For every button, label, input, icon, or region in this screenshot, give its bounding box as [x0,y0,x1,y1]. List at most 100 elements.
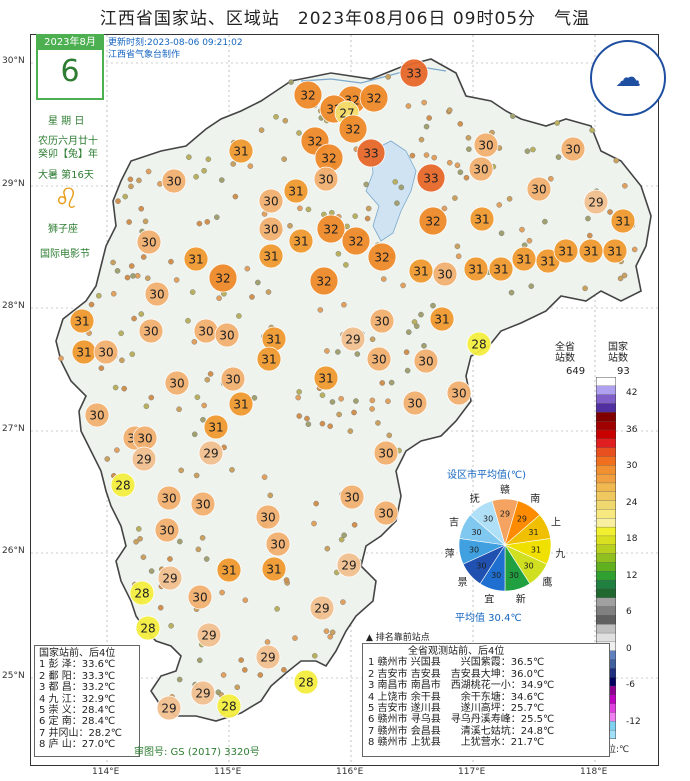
station-dot [281,156,287,162]
station-marker[interactable]: 31 [183,246,209,272]
station-marker[interactable]: 30 [339,484,365,510]
station-marker[interactable]: 33 [416,163,446,193]
station-marker[interactable]: 31 [463,256,489,282]
station-marker[interactable]: 30 [164,370,190,396]
station-marker[interactable]: 31 [408,258,434,284]
station-marker[interactable]: 29 [198,440,224,466]
station-dot [191,431,198,438]
station-dot [621,272,628,279]
station-marker[interactable]: 29 [196,622,222,648]
station-marker[interactable]: 31 [228,138,254,164]
station-marker[interactable]: 30 [138,318,164,344]
station-marker[interactable]: 32 [341,226,371,256]
station-dot [127,176,134,183]
station-marker[interactable]: 29 [309,595,335,621]
station-marker[interactable]: 30 [193,318,219,344]
station-marker[interactable]: 29 [190,680,216,706]
station-marker[interactable]: 30 [255,504,281,530]
station-marker[interactable]: 32 [309,266,339,296]
station-marker[interactable]: 30 [187,584,213,610]
station-marker[interactable]: 29 [583,189,609,215]
station-marker[interactable]: 32 [338,114,368,144]
station-marker[interactable]: 30 [161,168,187,194]
station-marker[interactable]: 31 [553,238,579,264]
station-marker[interactable]: 31 [258,243,284,269]
station-marker[interactable]: 31 [69,308,95,334]
station-marker[interactable]: 30 [93,339,119,365]
station-marker[interactable]: 30 [84,402,110,428]
station-marker[interactable]: 28 [110,472,136,498]
station-marker[interactable]: 29 [156,695,182,721]
station-marker[interactable]: 31 [228,391,254,417]
station-marker[interactable]: 31 [71,339,97,365]
station-marker[interactable]: 31 [535,248,561,274]
station-dot [193,472,200,479]
station-marker[interactable]: 31 [203,414,229,440]
station-marker[interactable]: 32 [359,83,389,113]
station-marker[interactable]: 31 [602,238,628,264]
station-marker[interactable]: 29 [157,565,183,591]
station-marker[interactable]: 30 [144,281,170,307]
station-marker[interactable]: 30 [432,261,458,287]
station-marker[interactable]: 31 [578,238,604,264]
station-marker[interactable]: 30 [526,176,552,202]
station-marker[interactable]: 33 [399,58,429,88]
station-marker[interactable]: 30 [258,216,284,242]
station-dot [398,184,405,191]
station-marker[interactable]: 31 [313,365,339,391]
station-marker[interactable]: 31 [261,326,287,352]
station-marker[interactable]: 30 [373,500,399,526]
station-marker[interactable]: 28 [135,615,161,641]
station-marker[interactable]: 30 [136,229,162,255]
pie-value: 29 [500,510,510,519]
station-marker[interactable]: 28 [216,693,242,719]
station-marker[interactable]: 30 [313,166,339,192]
station-marker[interactable]: 30 [373,440,399,466]
station-marker[interactable]: 30 [132,425,158,451]
station-marker[interactable]: 30 [446,380,472,406]
station-marker[interactable]: 32 [367,242,397,272]
station-marker[interactable]: 29 [340,326,366,352]
station-marker[interactable]: 31 [216,557,242,583]
station-marker[interactable]: 32 [208,263,238,293]
station-marker[interactable]: 31 [488,256,514,282]
station-marker[interactable]: 33 [356,138,386,168]
station-marker[interactable]: 31 [261,556,287,582]
station-marker[interactable]: 30 [369,308,395,334]
station-dot [261,474,268,480]
station-marker[interactable]: 30 [154,517,180,543]
station-marker[interactable]: 30 [156,485,182,511]
station-marker[interactable]: 32 [418,206,448,236]
station-marker[interactable]: 28 [129,580,155,606]
station-marker[interactable]: 31 [288,228,314,254]
station-marker[interactable]: 30 [366,346,392,372]
station-marker[interactable]: 28 [466,331,492,357]
station-marker[interactable]: 28 [293,669,319,695]
station-marker[interactable]: 30 [214,322,240,348]
station-temp-label: 29 [136,453,151,467]
station-marker[interactable]: 30 [265,531,291,557]
station-marker[interactable]: 31 [610,208,636,234]
station-marker[interactable]: 31 [256,346,282,372]
station-dot [196,220,203,227]
station-marker[interactable]: 29 [131,446,157,472]
station-marker[interactable]: 30 [468,156,494,182]
station-marker[interactable]: 30 [258,188,284,214]
station-marker[interactable]: 30 [402,390,428,416]
station-marker[interactable]: 31 [283,178,309,204]
station-marker[interactable]: 32 [293,80,323,110]
station-marker[interactable]: 30 [560,136,586,162]
station-marker[interactable]: 30 [190,491,216,517]
station-marker[interactable]: 30 [220,366,246,392]
station-marker[interactable]: 29 [255,644,281,670]
station-marker[interactable]: 31 [511,246,537,272]
station-marker[interactable]: 31 [429,306,455,332]
station-marker[interactable]: 31 [469,206,495,232]
station-marker[interactable]: 32 [316,214,346,244]
station-marker[interactable]: 29 [336,552,362,578]
station-marker[interactable]: 30 [473,132,499,158]
pie-value: 30 [483,515,493,524]
station-marker[interactable]: 30 [413,348,439,374]
station-dot [249,294,255,300]
calendar-month: 2023年8月 [38,36,102,50]
